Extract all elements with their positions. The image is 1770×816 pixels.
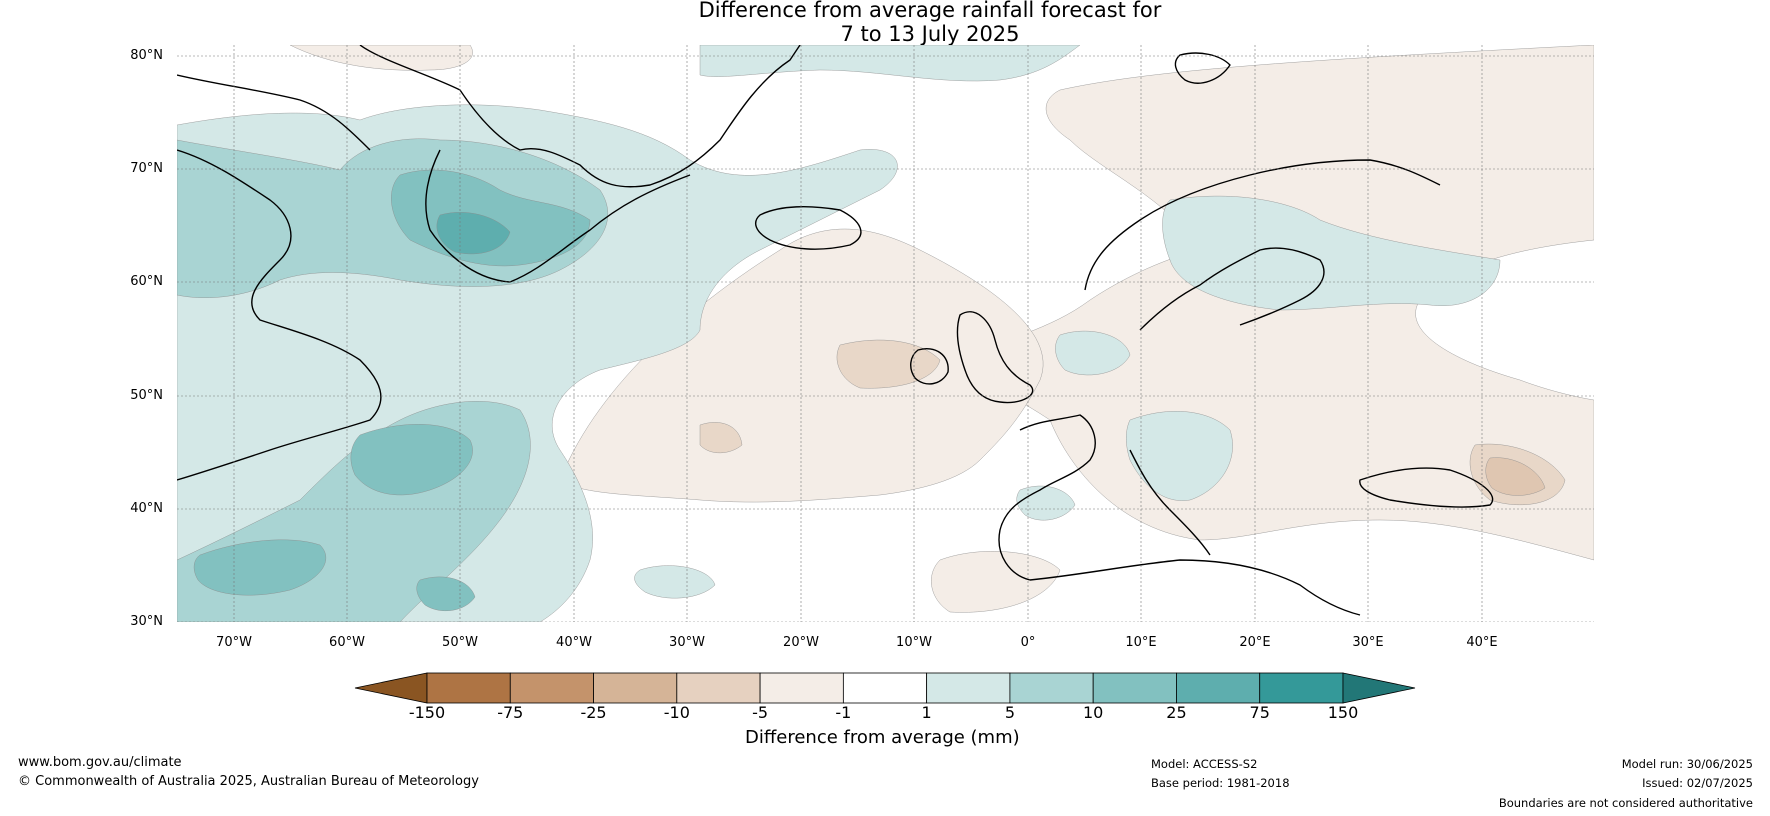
colorbar-tick-label: -5 [752,703,769,722]
colorbar-tick-label: 25 [1166,703,1187,722]
colorbar-tick-label: 1 [921,703,932,722]
footer-model: Model: ACCESS-S2 [1151,757,1258,771]
coast-baltic [1139,247,1325,331]
lon-label-0: 0° [1020,635,1036,650]
lon-label-40w: 40°W [556,635,592,650]
coast-britain [956,311,1034,404]
lat-label-30n: 30°N [130,614,163,629]
coast-italy [1129,449,1211,556]
colorbar-segment [593,672,678,704]
colorbar-tick-label: -10 [663,703,690,722]
coast-black-sea [1359,467,1494,508]
colorbar-tick-label: 75 [1249,703,1270,722]
coastlines [177,45,1494,616]
colorbar-tick-label: -75 [497,703,524,722]
colorbar-segment [759,672,844,704]
graticule [177,45,1594,622]
colorbar-segment [1259,672,1344,704]
colorbar-segment [426,672,511,704]
colorbar [354,672,1416,704]
colorbar-tick-label: -1 [835,703,852,722]
lon-label-20w: 20°W [783,635,819,650]
footer-issued: Issued: 02/07/2025 [1642,776,1753,790]
coast-labrador [177,74,371,151]
lon-label-30w: 30°W [669,635,705,650]
title-line-2: 7 to 13 July 2025 [840,22,1020,46]
colorbar-segment [926,672,1011,704]
colorbar-extend-high [1342,672,1416,704]
colorbar-tick-label: 10 [1082,703,1104,722]
footer-url[interactable]: www.bom.gov.au/climate [18,755,182,770]
colorbar-tick-label: 5 [1004,703,1015,722]
dry-core-4 [699,422,743,454]
lon-label-60w: 60°W [329,635,365,650]
coast-iceland [754,206,862,250]
lon-label-30e: 30°E [1352,635,1384,650]
colorbar-segment [1176,672,1261,704]
coast-svalbard [1174,52,1231,84]
colorbar-segment [842,672,928,704]
wet-region-greenland-deepest [436,212,511,255]
wet-region-sw-deep [193,539,326,596]
lat-label-50n: 50°N [130,388,163,403]
wet-region-scandinavia [1162,195,1501,311]
lon-label-40e: 40°E [1466,635,1498,650]
lon-label-10e: 10°E [1125,635,1157,650]
colorbar-segment [1092,672,1177,704]
colorbar-segment [509,672,594,704]
colorbar-segment [1009,672,1094,704]
coast-norway [1084,159,1441,291]
lon-label-10w: 10°W [896,635,932,650]
wet-region-greenland-deep [391,169,591,267]
wet-region-france [1055,330,1131,376]
map-plot-area [177,45,1594,622]
wet-region-atlantic-deep [350,424,473,496]
title-line-1: Difference from average rainfall forecas… [698,0,1162,22]
map-title: Difference from average rainfall forecas… [0,0,1770,46]
coast-canada-arctic [177,149,382,481]
lat-label-80n: 80°N [130,48,163,63]
colorbar-tick-label: -150 [408,703,446,722]
coast-ireland [910,348,949,385]
lat-label-70n: 70°N [130,161,163,176]
dry-core-3 [1485,457,1546,496]
colorbar-label: Difference from average (mm) [745,727,1020,748]
colorbar-extend-low [354,672,428,704]
lat-label-60n: 60°N [130,274,163,289]
footer-base-period: Base period: 1981-2018 [1151,776,1290,790]
wet-region-sw-deep-2 [416,576,476,612]
dry-region-atlantic [559,228,1044,503]
lat-label-40n: 40°N [130,501,163,516]
wet-region-azores [634,565,716,599]
lon-label-20e: 20°E [1239,635,1271,650]
coast-europe-west [998,414,1096,581]
wet-region-northsea [699,45,1081,82]
colorbar-tick-label: 150 [1327,703,1359,722]
lon-label-50w: 50°W [442,635,478,650]
footer-disclaimer: Boundaries are not considered authoritat… [1498,796,1753,810]
lon-label-70w: 70°W [216,635,252,650]
wet-region-alps [1126,411,1233,501]
footer-copyright: © Commonwealth of Australia 2025, Austra… [18,774,479,789]
coast-mediterranean [1029,559,1361,616]
colorbar-segment [676,672,761,704]
colorbar-tick-label: -25 [580,703,607,722]
footer-model-run: Model run: 30/06/2025 [1621,757,1753,771]
